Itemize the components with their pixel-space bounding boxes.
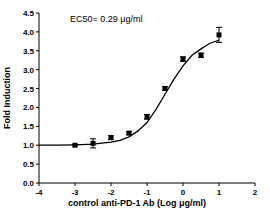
y-tick-label: 3.0 <box>23 66 35 75</box>
y-tick <box>36 69 39 70</box>
x-tick-label: -3 <box>71 188 79 197</box>
x-tick-label: 2 <box>253 188 258 197</box>
y-tick <box>36 107 39 108</box>
y-tick-label: 2.5 <box>23 85 35 94</box>
y-tick <box>36 50 39 51</box>
y-tick-label: 0.0 <box>23 179 35 188</box>
data-point <box>217 32 222 37</box>
x-tick-label: 1 <box>217 188 222 197</box>
x-tick <box>183 183 184 186</box>
annotation: EC50= 0.29 μg/ml <box>70 14 142 24</box>
y-tick-label: 2.0 <box>23 103 35 112</box>
x-tick-label: -1 <box>143 188 151 197</box>
data-point <box>127 131 132 136</box>
y-tick-label: 1.0 <box>23 141 35 150</box>
error-bar <box>126 132 132 135</box>
fit-curve <box>39 40 219 145</box>
x-tick-label: -4 <box>35 188 43 197</box>
x-tick-label: 0 <box>181 188 186 197</box>
y-axis-label: Fold Induction <box>2 67 12 129</box>
plot-area <box>39 27 222 148</box>
y-tick <box>36 13 39 14</box>
y-tick-label: 4.5 <box>23 9 35 18</box>
x-tick <box>111 183 112 186</box>
y-tick-label: 3.5 <box>23 47 35 56</box>
x-tick <box>39 183 40 186</box>
y-tick <box>36 31 39 32</box>
error-bar <box>108 136 114 140</box>
error-bar <box>180 57 186 62</box>
data-point <box>109 135 114 140</box>
y-tick <box>36 164 39 165</box>
y-axis <box>39 13 40 183</box>
error-bar <box>198 53 204 58</box>
x-tick <box>147 183 148 186</box>
data-point <box>145 114 150 119</box>
x-tick-label: -2 <box>107 188 115 197</box>
x-tick <box>219 183 220 186</box>
data-point <box>181 57 186 62</box>
x-tick <box>75 183 76 186</box>
y-tick <box>36 88 39 89</box>
x-axis-label: control anti-PD-1 Ab (Log μg/ml) <box>68 198 206 208</box>
data-point <box>199 53 204 58</box>
x-tick <box>255 183 256 186</box>
y-tick <box>36 126 39 127</box>
y-tick-label: 0.5 <box>23 160 35 169</box>
y-tick <box>36 145 39 146</box>
chart: 0.0 0.5 1.0 1.5 2.0 2.5 3.0 3.5 4.0 4.5 -4 -3 -2 -1 0 1… <box>0 0 270 211</box>
y-tick-label: 4.0 <box>23 28 35 37</box>
y-tick-label: 1.5 <box>23 122 35 131</box>
